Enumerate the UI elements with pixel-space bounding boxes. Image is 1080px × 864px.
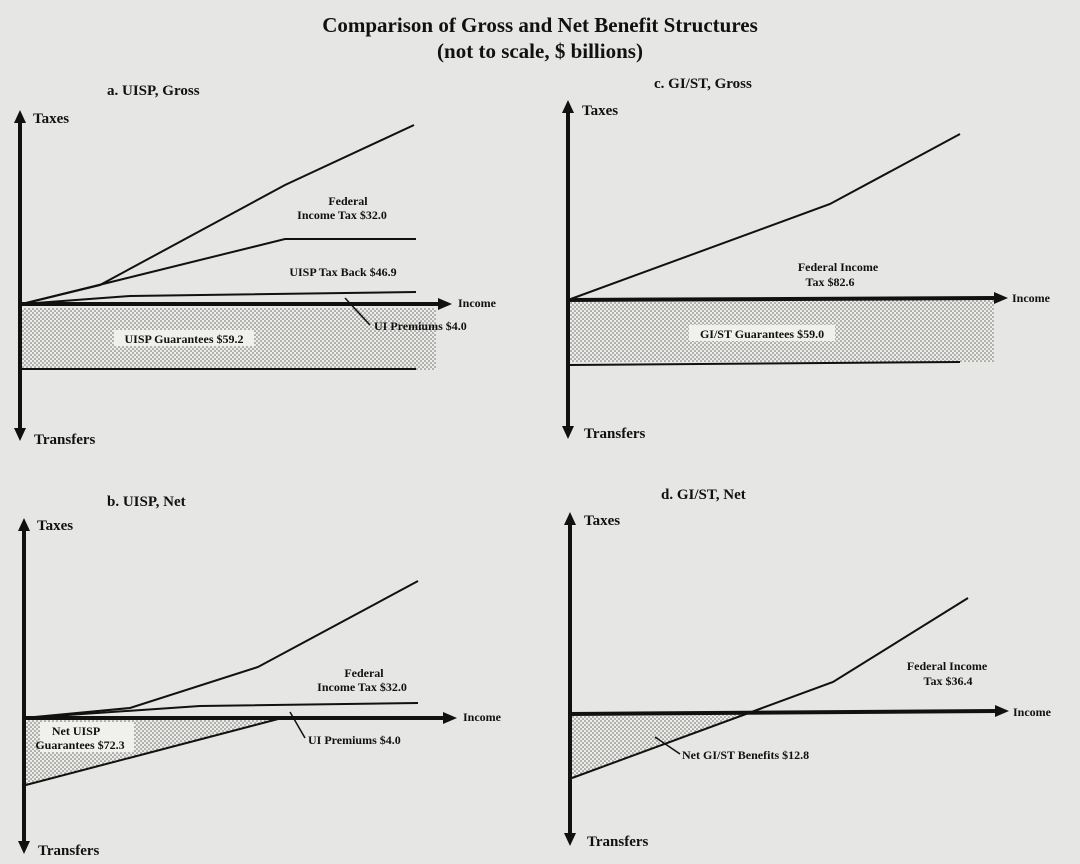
- panel-c-right-arrow-icon: [994, 292, 1008, 304]
- panel-a-federal-label: Federal: [328, 194, 368, 208]
- panel-d-right-arrow-icon: [995, 705, 1009, 717]
- panel-a: a. UISP, Gross Taxes Transfers Income Fe…: [14, 83, 497, 448]
- panel-b-federal-tax-curve: [23, 580, 419, 719]
- panel-a-tax-back-curve: [21, 238, 416, 305]
- panel-d-transfers-label: Transfers: [587, 834, 649, 850]
- panel-b-premiums-label: UI Premiums $4.0: [308, 733, 401, 747]
- panel-d-benefit-leader: [654, 736, 681, 755]
- panel-c-guarantees-label-bg: [689, 325, 835, 341]
- panel-c-title: c. GI/ST, Gross: [654, 76, 752, 92]
- panel-d-benefits-label: Net GI/ST Benefits $12.8: [682, 748, 809, 762]
- panel-a-up-arrow-icon: [14, 110, 26, 123]
- panel-c-down-arrow-icon: [562, 426, 574, 439]
- panel-c-income-axis: [567, 296, 997, 302]
- panel-b-federal-label-2: Income Tax $32.0: [317, 680, 407, 694]
- panel-d-income-axis: [569, 709, 998, 716]
- panel-c-up-arrow-icon: [562, 100, 574, 113]
- panel-a-guarantees-label: UISP Guarantees $59.2: [124, 332, 243, 346]
- panel-c-guarantees-label: GI/ST Guarantees $59.0: [700, 327, 824, 341]
- panel-b-premium-leader: [289, 711, 306, 739]
- panel-d-federal-label-2: Tax $36.4: [924, 674, 973, 688]
- panel-d-taxes-label: Taxes: [584, 513, 620, 529]
- panel-b-guarantees-label-bg: [40, 722, 134, 752]
- panel-d-federal-label: Federal Income: [907, 659, 988, 673]
- panel-a-guarantees-label-bg: [114, 330, 254, 346]
- panel-d: d. GI/ST, Net Taxes Transfers Income Fed…: [564, 487, 1052, 850]
- panel-b-title: b. UISP, Net: [107, 494, 186, 510]
- panel-b-guarantees-label: Net UISP: [52, 724, 100, 738]
- panel-a-income-label: Income: [458, 296, 497, 310]
- panel-b-taxes-label: Taxes: [37, 518, 73, 534]
- panel-c-federal-label: Federal Income: [798, 260, 879, 274]
- panel-b-right-arrow-icon: [443, 712, 457, 724]
- panel-c: c. GI/ST, Gross Taxes Transfers Income F…: [562, 76, 1051, 442]
- panel-a-taxes-label: Taxes: [33, 111, 69, 127]
- panel-a-title: a. UISP, Gross: [107, 83, 200, 99]
- panel-b-guarantee-line: [21, 717, 283, 787]
- panel-b-down-arrow-icon: [18, 841, 30, 854]
- panel-a-down-arrow-icon: [14, 428, 26, 441]
- panel-a-taxback-label: UISP Tax Back $46.9: [289, 265, 396, 279]
- panel-c-federal-label-2: Tax $82.6: [806, 275, 855, 289]
- panel-c-income-label: Income: [1012, 291, 1051, 305]
- panel-c-federal-tax-curve: [567, 133, 961, 301]
- panel-d-up-arrow-icon: [564, 512, 576, 525]
- panel-a-transfers-label: Transfers: [34, 432, 96, 448]
- panel-a-premium-leader: [344, 297, 371, 326]
- panel-b: b. UISP, Net Taxes Transfers Income Fede…: [18, 494, 502, 859]
- panel-b-guarantees-label-2: Guarantees $72.3: [35, 738, 124, 752]
- panel-c-taxes-label: Taxes: [582, 103, 618, 119]
- panel-a-federal-label-2: Income Tax $32.0: [297, 208, 387, 222]
- panel-b-up-arrow-icon: [18, 518, 30, 531]
- panel-b-federal-label: Federal: [344, 666, 384, 680]
- figure-title: Comparison of Gross and Net Benefit Stru…: [322, 13, 758, 37]
- panel-b-premium-curve: [23, 702, 419, 719]
- panel-d-income-label: Income: [1013, 705, 1052, 719]
- panel-d-title: d. GI/ST, Net: [661, 487, 746, 503]
- panel-c-transfers-label: Transfers: [584, 426, 646, 442]
- panel-b-transfers-label: Transfers: [38, 843, 100, 859]
- panel-c-guarantee-line: [569, 361, 961, 366]
- panel-a-right-arrow-icon: [438, 298, 452, 310]
- panel-d-down-arrow-icon: [564, 833, 576, 846]
- panel-a-premium-curve: [21, 291, 417, 305]
- panel-a-premiums-label: UI Premiums $4.0: [374, 319, 467, 333]
- panel-d-federal-tax-curve: [571, 597, 969, 779]
- figure-subtitle: (not to scale, $ billions): [437, 39, 643, 63]
- panel-b-income-label: Income: [463, 710, 502, 724]
